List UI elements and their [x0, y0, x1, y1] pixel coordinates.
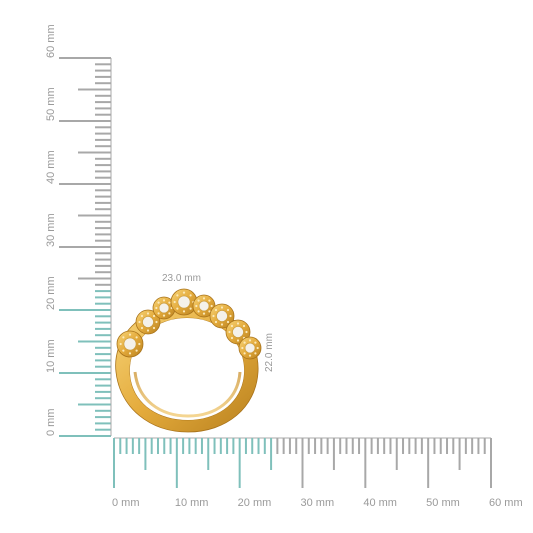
- vertical-ruler-ticks: [59, 57, 112, 437]
- vertical-ruler-label: 60 mm: [45, 24, 57, 58]
- horizontal-ruler-labels: 0 mm 10 mm 20 mm 30 mm 40 mm 50 mm 60 mm: [112, 497, 523, 509]
- horizontal-ruler-label: 50 mm: [426, 497, 460, 509]
- horizontal-ruler-label: 20 mm: [238, 497, 272, 509]
- height-dimension-label: 22.0 mm: [264, 333, 275, 372]
- horizontal-ruler-label: 60 mm: [489, 497, 523, 509]
- horizontal-ruler: 0 mm 10 mm 20 mm 30 mm 40 mm 50 mm 60 mm: [112, 437, 523, 509]
- horizontal-ruler-label: 10 mm: [175, 497, 209, 509]
- width-dimension-label: 23.0 mm: [162, 273, 201, 284]
- stone-setting: [116, 330, 144, 358]
- horizontal-ruler-label: 30 mm: [301, 497, 335, 509]
- stone-setting: [135, 309, 161, 335]
- vertical-ruler-label: 20 mm: [45, 276, 57, 310]
- ring-image: [115, 288, 262, 433]
- vertical-ruler-label: 30 mm: [45, 213, 57, 247]
- vertical-ruler: 0 mm 10 mm 20 mm 30 mm 40 mm 50 mm 60 mm: [45, 24, 112, 437]
- horizontal-ruler-label: 40 mm: [363, 497, 397, 509]
- vertical-ruler-label: 10 mm: [45, 339, 57, 373]
- stone-setting: [152, 296, 176, 320]
- ring-stone-settings: [116, 288, 262, 360]
- vertical-ruler-label: 40 mm: [45, 150, 57, 184]
- horizontal-ruler-ticks: [113, 437, 492, 488]
- vertical-ruler-labels: 0 mm 10 mm 20 mm 30 mm 40 mm 50 mm 60 mm: [45, 24, 57, 436]
- horizontal-ruler-label: 0 mm: [112, 497, 140, 509]
- vertical-ruler-label: 50 mm: [45, 87, 57, 121]
- stone-setting: [238, 336, 262, 360]
- vertical-ruler-label: 0 mm: [45, 409, 57, 437]
- stone-setting: [209, 303, 235, 329]
- stone-setting: [170, 288, 198, 316]
